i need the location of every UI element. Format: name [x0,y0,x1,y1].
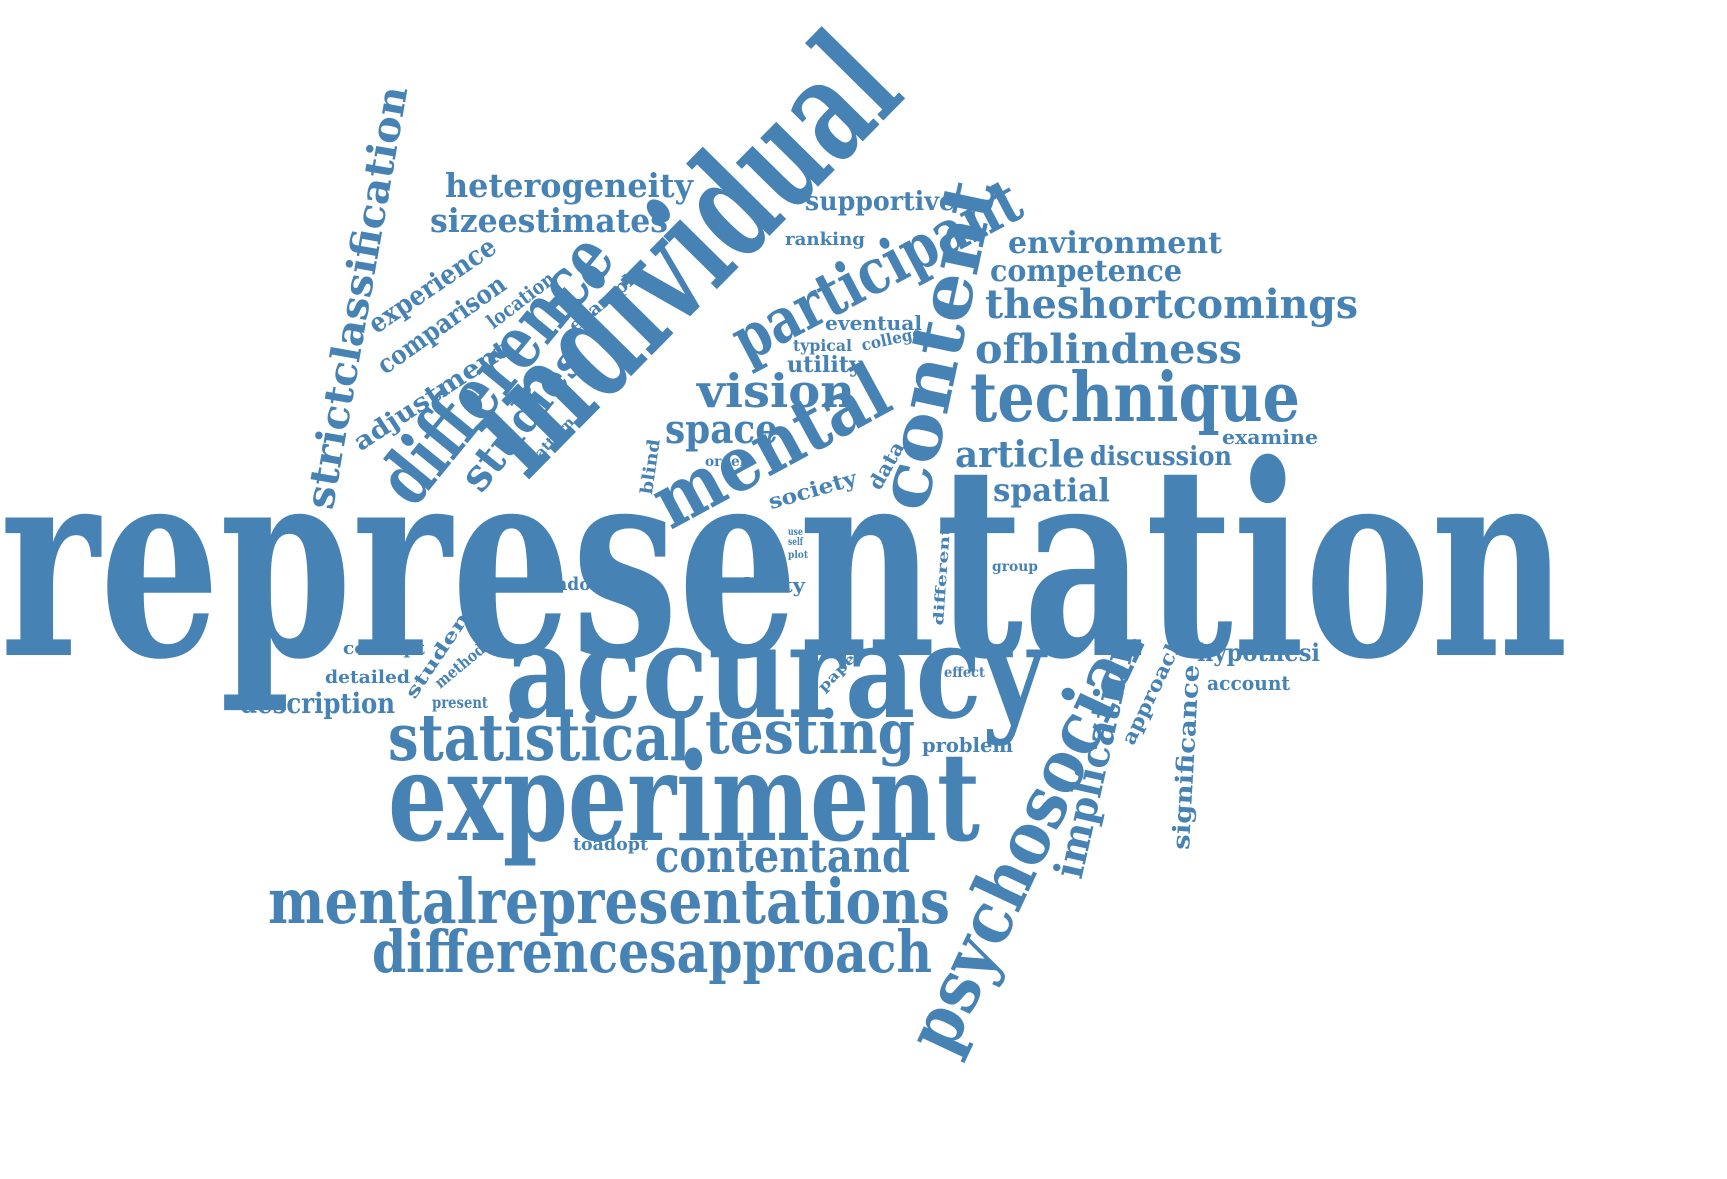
word-account: account [1207,671,1291,695]
word-competence: competence [990,253,1183,289]
word-ranking: ranking [785,228,866,250]
word-supportive: supportive [805,186,956,217]
word-environment: environment [1008,225,1223,261]
word-spatial: spatial [993,471,1110,510]
word-detailed: detailed [325,666,411,688]
word-ability: ability [730,573,806,597]
word-examine: examine [1222,425,1319,449]
word-utility: utility [787,351,863,378]
word-plot: plot [788,550,809,561]
word-discussion: discussion [1090,441,1233,472]
word-representation: representation [0,406,1569,718]
word-use: use [788,527,804,538]
word-vision: vision [697,364,856,419]
word-ofblindness: ofblindness [975,326,1243,373]
word-testing: testing [705,698,916,769]
word-contentand: contentand [655,829,911,884]
word-mentalrepresentations: mentalrepresentations [268,864,951,938]
word-typical: typical [793,336,852,355]
word-heterogeneity: heterogeneity [445,165,694,205]
word-article: article [955,433,1086,476]
word-present: present [432,693,489,712]
word-significance: significance [1165,663,1205,851]
word-theshortcomings: theshortcomings [985,281,1359,329]
word-statistical: statistical [388,700,691,777]
word-effect: effect [944,665,985,682]
word-self: self [788,537,804,548]
word-technique: technique [970,357,1301,438]
word-problem: problem [922,733,1014,757]
word-differencesapproach: differencesapproach [372,917,933,986]
word-group: group [992,559,1039,576]
word-description: description [240,686,396,720]
word-order: order [705,454,748,471]
word-concept: concept [343,637,426,659]
word-space: space [665,406,779,453]
word-london: london [537,573,603,595]
word-toadopt: toadopt [573,833,649,855]
word-accuracy: accuracy [505,595,1046,749]
word-eventual: eventual [825,311,923,335]
word-sizeestimates: sizeestimates [430,200,669,240]
word-experiment: experiment [388,724,981,869]
word-hypothesi: hypothesi [1197,638,1321,668]
